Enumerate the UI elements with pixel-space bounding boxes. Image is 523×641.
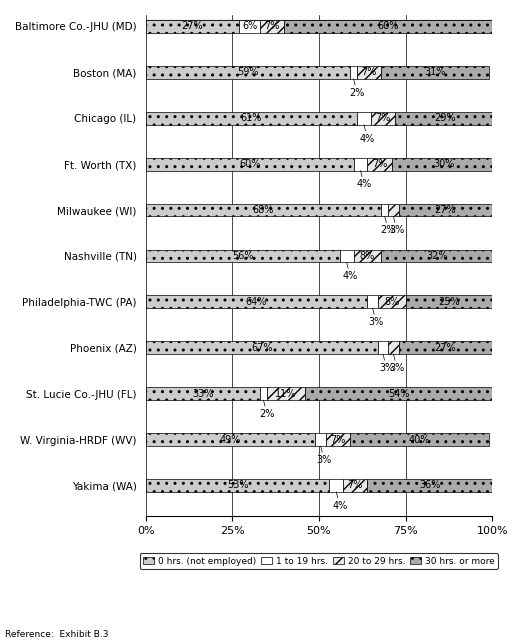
Bar <box>145 204 381 217</box>
Bar <box>239 20 260 33</box>
Text: 7%: 7% <box>348 481 363 490</box>
Text: 32%: 32% <box>426 251 448 261</box>
Bar <box>267 387 305 400</box>
Text: 4%: 4% <box>356 171 372 190</box>
Text: 2%: 2% <box>349 79 365 97</box>
Text: 4%: 4% <box>343 262 358 281</box>
Bar <box>145 342 378 354</box>
Bar <box>145 479 329 492</box>
Text: 29%: 29% <box>435 113 456 123</box>
Bar <box>392 158 496 171</box>
Text: 40%: 40% <box>409 435 430 445</box>
Text: 53%: 53% <box>227 481 248 490</box>
Text: 4%: 4% <box>332 492 347 511</box>
Text: 36%: 36% <box>419 481 440 490</box>
Bar <box>368 158 392 171</box>
Text: Reference:  Exhibit B.3: Reference: Exhibit B.3 <box>5 630 109 639</box>
Bar <box>381 204 388 217</box>
Bar <box>260 20 285 33</box>
Bar <box>388 342 399 354</box>
Text: 11%: 11% <box>275 388 297 399</box>
Text: 7%: 7% <box>265 22 280 31</box>
Text: 7%: 7% <box>331 435 346 445</box>
Bar <box>357 66 381 79</box>
Text: 27%: 27% <box>435 343 456 353</box>
Text: 3%: 3% <box>379 354 394 373</box>
Text: 3%: 3% <box>389 354 404 373</box>
Bar <box>350 66 357 79</box>
Text: 59%: 59% <box>237 67 259 78</box>
Text: 3%: 3% <box>369 308 384 327</box>
Bar <box>145 112 357 124</box>
Text: 68%: 68% <box>253 205 274 215</box>
Text: 31%: 31% <box>424 67 446 78</box>
Bar <box>378 296 405 308</box>
Bar <box>285 20 492 33</box>
Bar <box>343 479 368 492</box>
Text: 3%: 3% <box>316 446 332 465</box>
Bar <box>399 204 492 217</box>
Text: 4%: 4% <box>360 124 375 144</box>
Text: 27%: 27% <box>181 22 203 31</box>
Text: 54%: 54% <box>388 388 410 399</box>
Bar <box>395 112 496 124</box>
Text: 3%: 3% <box>389 217 404 235</box>
Text: 56%: 56% <box>232 251 254 261</box>
Bar <box>145 249 340 262</box>
Bar <box>145 66 350 79</box>
Text: 61%: 61% <box>241 113 262 123</box>
Bar <box>405 296 492 308</box>
Text: 30%: 30% <box>433 159 454 169</box>
Bar <box>368 296 378 308</box>
Text: 60%: 60% <box>239 159 260 169</box>
Text: 49%: 49% <box>220 435 241 445</box>
Bar <box>368 479 492 492</box>
Bar <box>399 342 492 354</box>
Text: 8%: 8% <box>384 297 400 307</box>
Bar <box>381 249 492 262</box>
Bar <box>145 433 315 446</box>
Bar <box>145 158 354 171</box>
Text: 2%: 2% <box>259 400 275 419</box>
Text: 2%: 2% <box>381 217 396 235</box>
Text: 7%: 7% <box>376 113 391 123</box>
Bar <box>305 387 492 400</box>
Text: 7%: 7% <box>372 159 387 169</box>
Bar <box>260 387 267 400</box>
Text: 60%: 60% <box>378 22 399 31</box>
Bar <box>145 20 239 33</box>
Bar <box>381 66 488 79</box>
Bar <box>329 479 343 492</box>
Bar <box>378 342 388 354</box>
Bar <box>145 296 368 308</box>
Bar <box>354 158 368 171</box>
Bar <box>350 433 488 446</box>
Text: 64%: 64% <box>246 297 267 307</box>
Bar <box>326 433 350 446</box>
Text: 67%: 67% <box>251 343 272 353</box>
Text: 25%: 25% <box>438 297 460 307</box>
Text: 33%: 33% <box>192 388 213 399</box>
Text: 6%: 6% <box>242 22 257 31</box>
Text: 27%: 27% <box>435 205 456 215</box>
Text: 7%: 7% <box>361 67 377 78</box>
Bar <box>340 249 354 262</box>
Text: 8%: 8% <box>360 251 375 261</box>
Bar <box>371 112 395 124</box>
Bar <box>388 204 399 217</box>
Bar <box>315 433 326 446</box>
Bar <box>354 249 381 262</box>
Bar <box>357 112 371 124</box>
Legend: 0 hrs. (not employed), 1 to 19 hrs., 20 to 29 hrs., 30 hrs. or more: 0 hrs. (not employed), 1 to 19 hrs., 20 … <box>140 553 498 569</box>
Bar <box>145 387 260 400</box>
